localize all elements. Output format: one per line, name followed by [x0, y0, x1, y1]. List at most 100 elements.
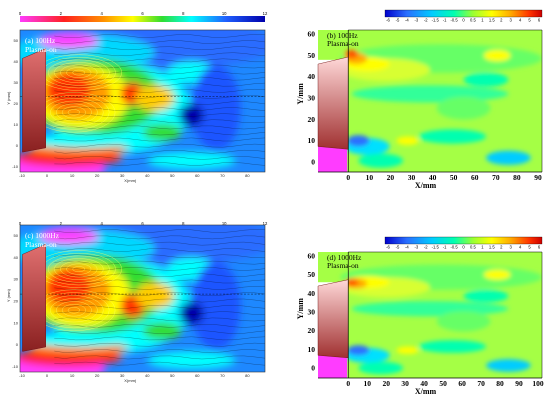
- color-region: [347, 135, 370, 147]
- colorbar-tick-label: 12: [263, 11, 268, 16]
- x-tick-label: 60: [458, 379, 466, 388]
- color-region: [396, 136, 419, 146]
- y-tick-label: 30: [308, 308, 316, 317]
- colorbar-tick-label: 2: [500, 245, 503, 250]
- color-region: [436, 311, 491, 332]
- streamline: [54, 324, 265, 328]
- colorbar-tick-label: 2: [60, 11, 63, 16]
- contour-line: [66, 67, 92, 78]
- panel-b: -6 -5 -4 -3 -2 -1.5 -1 -0.5 0 0.5 1 1.5 2 3 4 5 6 (b) 100…: [296, 9, 543, 202]
- y-tick-label: 40: [14, 59, 19, 64]
- colorbar-tick-label: 4: [100, 11, 103, 16]
- color-region: [436, 96, 491, 120]
- color-region: [39, 34, 99, 49]
- x-tick-label: 70: [492, 173, 500, 182]
- colorbar: [20, 16, 265, 22]
- color-region: [142, 322, 182, 340]
- y-tick-label: 0: [16, 342, 19, 347]
- panel-label: (b) 100Hz: [327, 31, 358, 40]
- contour-line: [54, 62, 104, 83]
- colorbar-tick-label: -6: [386, 18, 390, 23]
- x-tick-label: 70: [220, 173, 225, 178]
- x-tick-label: 0: [346, 173, 350, 182]
- panel-d: -6 -5 -4 -3 -2 -1.5 -1 -0.5 0 0.5 1 1.5 2 3 4 5 6 (d) 100…: [296, 236, 544, 400]
- streamline: [54, 125, 265, 130]
- streamline: [54, 311, 265, 315]
- streamline: [54, 286, 265, 290]
- y-tick-label: 40: [308, 72, 316, 81]
- streamline: [54, 355, 265, 360]
- streamline: [54, 34, 265, 38]
- y-tick-label: 0: [311, 364, 315, 373]
- contour-line: [72, 69, 86, 76]
- x-tick-label: 90: [515, 379, 523, 388]
- panel-label: (a) 100Hz: [25, 36, 56, 45]
- streamline: [54, 95, 265, 99]
- plot-frame: [19, 224, 266, 373]
- color-region: [351, 85, 509, 103]
- panel-label: (d) 1000Hz: [327, 253, 362, 262]
- colorbar-tick-label: 5: [528, 245, 531, 250]
- colorbar-tick-label: 0: [462, 245, 465, 250]
- streamline: [54, 342, 265, 347]
- colorbar-tick-label: 6: [141, 221, 144, 226]
- streamline: [54, 273, 265, 277]
- y-tick-label: 50: [14, 38, 19, 43]
- streamline: [54, 76, 265, 81]
- contour-line: [56, 301, 92, 320]
- streamlines: [54, 34, 265, 166]
- colorbar-tick-label: 0.5: [470, 245, 476, 250]
- x-tick-label: 70: [477, 379, 485, 388]
- colorbar-tick-label: 12: [263, 221, 268, 226]
- x-tick-label: 0: [346, 379, 350, 388]
- color-region: [483, 49, 511, 62]
- colorbar-tick-label: -4: [405, 245, 409, 250]
- streamline: [54, 317, 265, 322]
- plot-frame: [19, 29, 266, 173]
- bluff-body: [22, 243, 46, 352]
- y-tick-label: 20: [308, 326, 316, 335]
- contour-line: [67, 109, 80, 116]
- color-region: [27, 133, 136, 148]
- x-tick-label: 10: [366, 173, 374, 182]
- streamline: [54, 305, 265, 309]
- colorbar-tick-label: 6: [141, 11, 144, 16]
- colorbar-tick-label: -5: [396, 245, 400, 250]
- contour-line: [61, 304, 86, 317]
- field-blobs: [340, 44, 542, 168]
- panel-annotation: Plasma-on: [25, 45, 57, 54]
- heatmap-field: [318, 30, 542, 172]
- color-region: [147, 351, 236, 370]
- x-axis-label: X/mm: [415, 387, 437, 396]
- streamline: [54, 229, 265, 233]
- colorbar-tick-label: 10: [222, 11, 227, 16]
- streamline: [54, 70, 265, 75]
- x-tick-label: 0: [46, 373, 49, 378]
- streamline: [54, 119, 265, 124]
- colorbar-tick-label: 1.5: [489, 18, 495, 23]
- colorbar-tick-label: 0: [19, 11, 22, 16]
- y-tick-label: -10: [12, 364, 19, 369]
- x-tick-label: 40: [145, 173, 150, 178]
- color-region: [46, 269, 92, 305]
- x-tick-label: 20: [95, 373, 100, 378]
- contour-line: [54, 258, 104, 280]
- y-tick-label: 50: [14, 233, 19, 238]
- x-tick-label: 20: [95, 173, 100, 178]
- color-region: [358, 361, 404, 375]
- streamline: [54, 46, 265, 50]
- y-axis-label: Y/mm: [296, 83, 305, 105]
- colorbar-tick-label: -1.5: [432, 18, 440, 23]
- y-axis-label: Y/mm: [296, 298, 305, 320]
- x-tick-label: 60: [195, 173, 200, 178]
- streamline: [54, 40, 265, 44]
- colorbar-tick-label: -4: [405, 18, 409, 23]
- y-tick-label: 30: [14, 80, 19, 85]
- x-axis-label: X/mm: [415, 181, 437, 190]
- color-region: [179, 103, 204, 127]
- streamline: [54, 143, 265, 148]
- heatmap-field: [20, 30, 265, 172]
- x-tick-label: 30: [408, 173, 416, 182]
- streamline: [54, 279, 265, 284]
